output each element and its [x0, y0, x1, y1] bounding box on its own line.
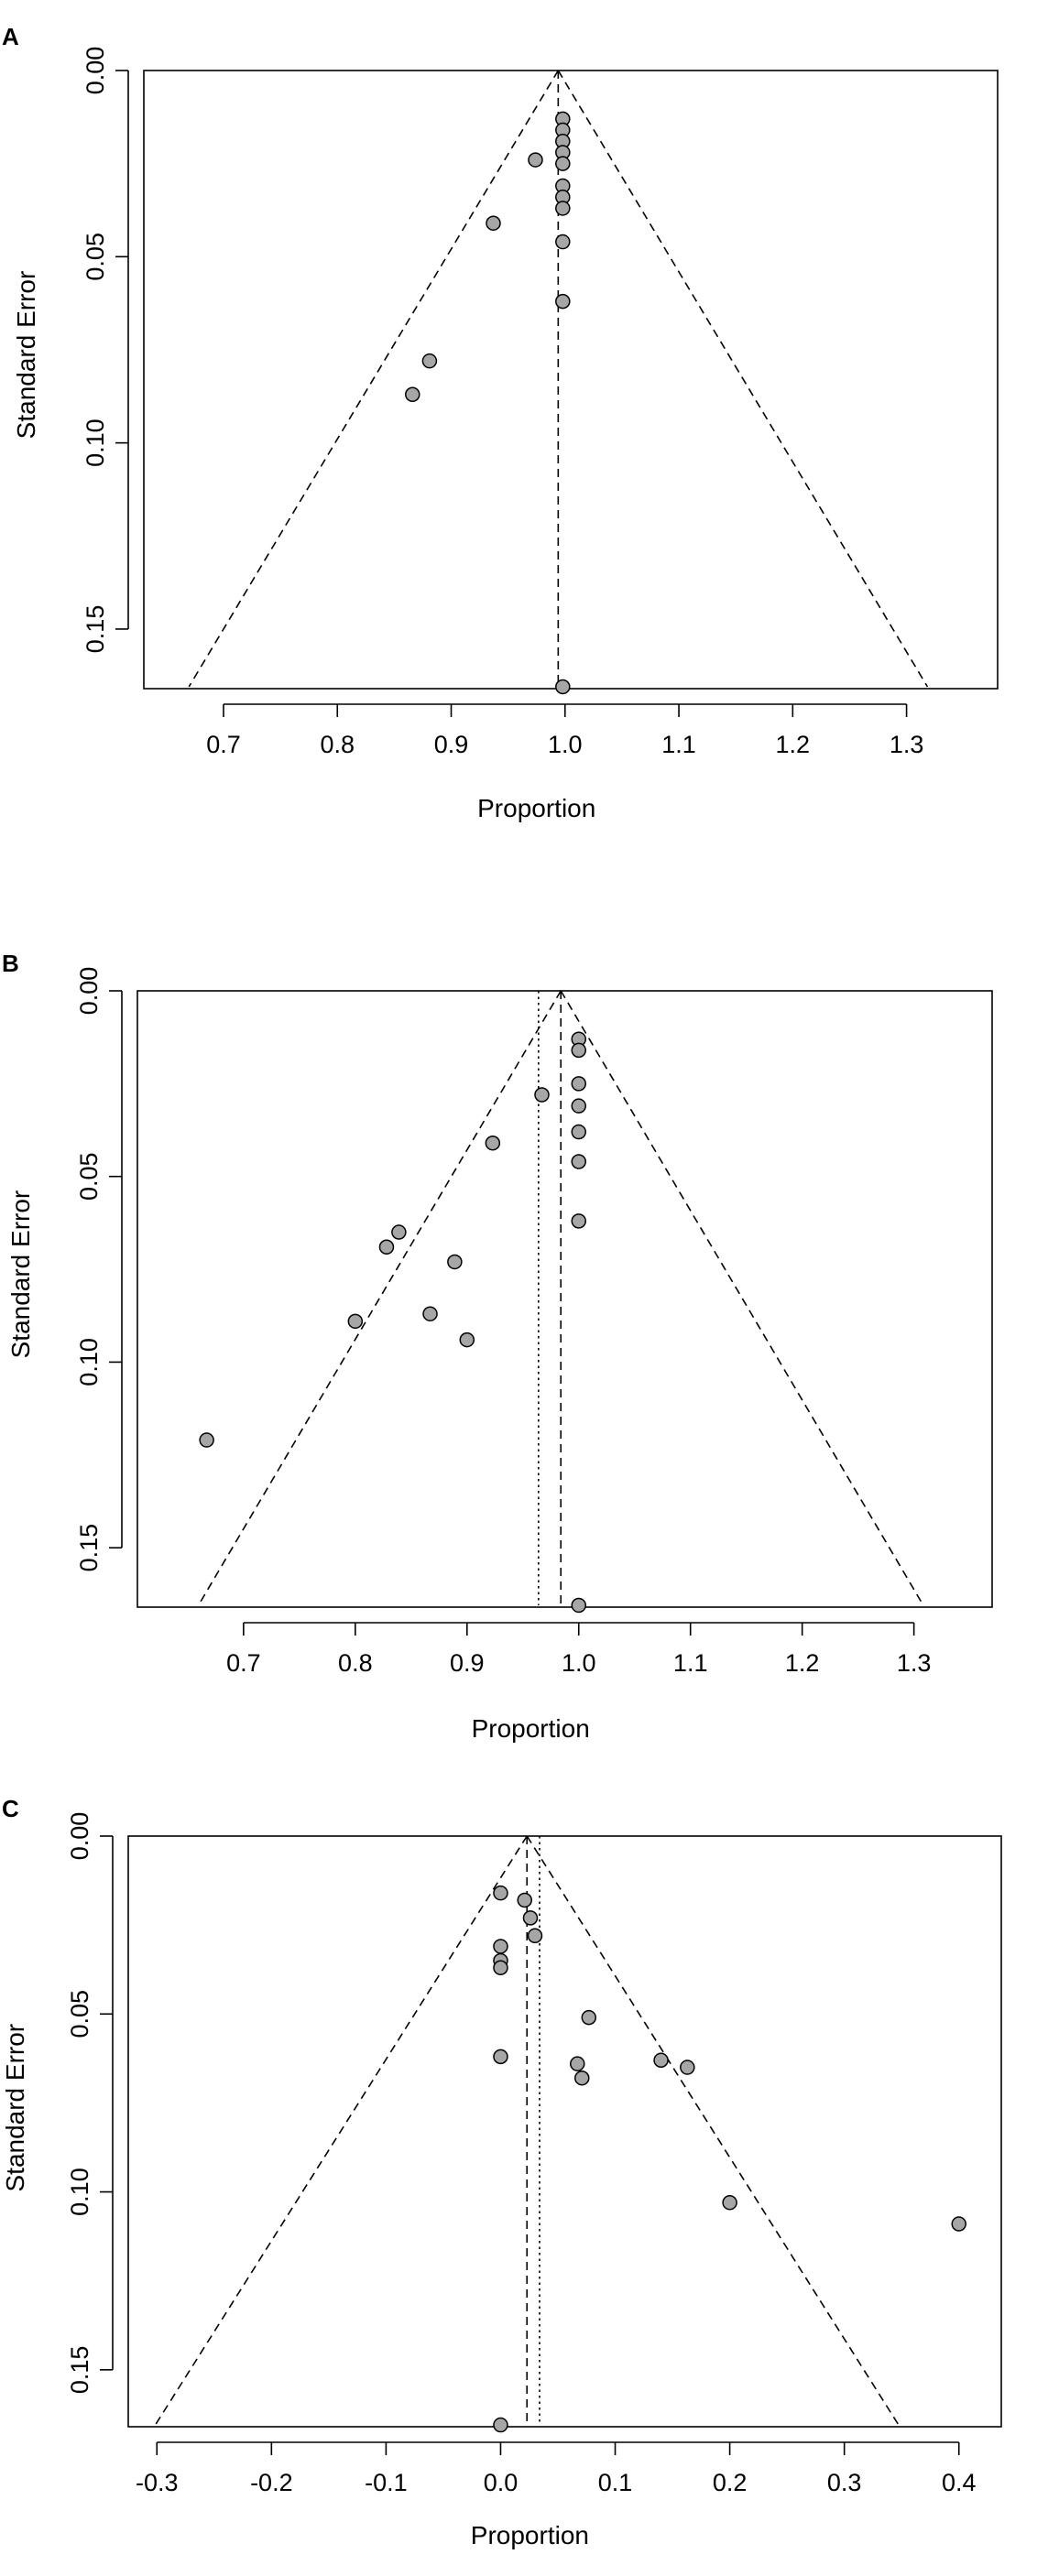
study-point: [653, 2052, 669, 2069]
study-point: [571, 1098, 586, 1114]
x-tick-label: 1.0: [548, 731, 583, 758]
y-tick-label: 0.00: [75, 967, 103, 1016]
x-tick-label: 0.7: [206, 731, 241, 758]
x-tick-label: 0.9: [434, 731, 469, 758]
funnel-right-boundary: [557, 70, 929, 688]
x-tick-label: 0.9: [450, 1649, 485, 1677]
study-point: [571, 1124, 586, 1140]
y-tick-label: 0.05: [82, 233, 109, 281]
x-tick-label: 0.4: [942, 2469, 977, 2496]
study-point: [951, 2216, 966, 2232]
x-tick-label: 1.3: [890, 731, 924, 758]
study-point: [571, 1154, 586, 1169]
x-tick-label: 1.2: [785, 1649, 820, 1677]
study-point: [493, 1939, 508, 1954]
x-tick-label: 0.8: [320, 731, 355, 758]
x-tick-label: 0.3: [827, 2469, 862, 2496]
x-tick-label: 0.7: [226, 1649, 261, 1677]
study-point: [571, 1076, 586, 1092]
study-point: [378, 1239, 395, 1255]
funnel-right-boundary: [560, 990, 924, 1606]
y-axis-label: Standard Error: [1, 2024, 29, 2192]
study-point: [485, 1135, 501, 1151]
y-tick-label: 0.15: [82, 605, 109, 654]
panel-label: A: [2, 23, 19, 50]
study-point: [571, 1213, 586, 1229]
study-point: [522, 1910, 539, 1926]
study-point: [391, 1224, 407, 1240]
study-point: [555, 234, 571, 250]
plot-frame: [136, 990, 993, 1608]
study-point: [447, 1254, 463, 1270]
x-tick-label: 1.1: [661, 731, 696, 758]
y-tick-label: 0.10: [66, 2168, 93, 2216]
study-point: [493, 2417, 508, 2433]
y-tick-label: 0.10: [82, 418, 109, 467]
plot-frame: [127, 1835, 1002, 2428]
study-point: [459, 1331, 475, 1348]
study-point: [493, 2049, 508, 2065]
funnel-plot-panel-c: C -0.3 -0.2 -0.1 0.0 0.1 0.2 0.3 0.4 0.00 0.05 0.10…: [1, 1795, 1002, 2549]
funnel-right-boundary: [526, 1835, 900, 2426]
study-point: [493, 1885, 508, 1901]
study-point: [680, 2060, 695, 2075]
x-axis-label: Proportion: [471, 2521, 589, 2549]
study-point: [493, 1960, 508, 1976]
plot-frame: [143, 70, 999, 690]
funnel-left-boundary: [188, 70, 560, 688]
study-point: [555, 293, 571, 310]
y-tick-label: 0.00: [82, 47, 109, 95]
y-tick-label: 0.10: [75, 1338, 103, 1386]
y-tick-label: 0.05: [75, 1152, 103, 1201]
study-point: [486, 215, 501, 231]
study-point: [517, 1892, 532, 1908]
y-axis-label: Standard Error: [12, 271, 40, 440]
study-point: [571, 1597, 586, 1614]
study-point: [527, 1928, 543, 1944]
x-tick-label: 1.3: [897, 1649, 932, 1677]
study-point: [722, 2194, 737, 2211]
x-tick-label: 0.0: [484, 2469, 519, 2496]
study-point: [199, 1432, 214, 1448]
x-tick-label: -0.2: [250, 2469, 293, 2496]
study-point: [421, 353, 438, 369]
y-tick-label: 0.00: [66, 1812, 93, 1861]
y-tick-label: 0.05: [66, 1990, 93, 2038]
study-point: [422, 1306, 438, 1321]
x-tick-label: 1.0: [562, 1649, 596, 1677]
study-point: [528, 152, 543, 168]
x-tick-label: 0.2: [713, 2469, 748, 2496]
panel-label: B: [2, 950, 19, 977]
panel-label: C: [2, 1795, 19, 1822]
funnel-left-boundary: [154, 1835, 528, 2426]
y-tick-label: 0.15: [75, 1524, 103, 1572]
x-tick-label: 1.2: [776, 731, 811, 758]
study-point: [347, 1313, 364, 1330]
study-point: [534, 1087, 550, 1103]
x-tick-label: -0.1: [365, 2469, 408, 2496]
study-point: [555, 201, 571, 216]
funnel-plot-panel-a: A 0.7 0.8 0.9 1.0 1.1 1.2 1.3 0.00 0.05 0.10 0.15 Pr…: [2, 23, 999, 822]
x-tick-label: 0.1: [598, 2469, 633, 2496]
study-point: [581, 2009, 597, 2026]
study-point: [405, 386, 420, 403]
x-tick-label: -0.3: [136, 2469, 179, 2496]
x-tick-label: 0.8: [338, 1649, 373, 1677]
study-point: [571, 1042, 586, 1059]
x-axis-label: Proportion: [472, 1714, 590, 1743]
study-point: [570, 2056, 585, 2071]
x-tick-label: 1.1: [673, 1649, 708, 1677]
study-point: [574, 2070, 590, 2086]
y-tick-label: 0.15: [66, 2346, 93, 2395]
y-axis-label: Standard Error: [6, 1190, 35, 1359]
study-point: [555, 156, 571, 171]
x-axis-label: Proportion: [477, 794, 595, 822]
funnel-plot-panel-b: B 0.7 0.8 0.9 1.0 1.1 1.2 1.3 0.00 0.05 0.10 0.15 Pr…: [2, 950, 993, 1743]
study-point: [555, 679, 571, 695]
funnel-left-boundary: [197, 990, 562, 1606]
